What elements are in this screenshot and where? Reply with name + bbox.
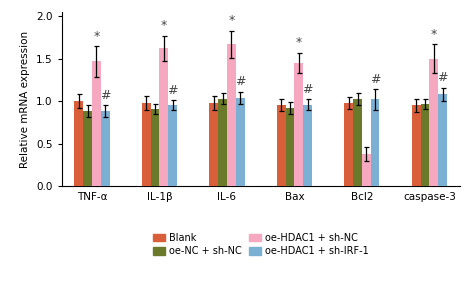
Bar xyxy=(151,109,159,186)
Bar xyxy=(236,98,245,186)
Text: #: # xyxy=(235,75,246,88)
Bar xyxy=(159,49,168,186)
Bar xyxy=(227,44,236,186)
Bar xyxy=(210,103,218,186)
Text: *: * xyxy=(431,28,437,41)
Bar xyxy=(142,103,151,186)
Bar xyxy=(371,99,380,186)
Bar xyxy=(362,154,371,186)
Y-axis label: Relative mRNA expression: Relative mRNA expression xyxy=(20,30,30,168)
Text: *: * xyxy=(296,36,302,49)
Text: *: * xyxy=(161,20,167,32)
Bar xyxy=(438,94,447,186)
Text: #: # xyxy=(167,84,178,97)
Text: #: # xyxy=(302,83,313,96)
Text: *: * xyxy=(93,30,100,43)
Bar xyxy=(92,61,101,186)
Bar xyxy=(83,111,92,186)
Bar xyxy=(168,105,177,186)
Bar xyxy=(345,103,353,186)
Bar xyxy=(101,111,109,186)
Bar xyxy=(429,59,438,186)
Bar xyxy=(412,105,420,186)
Text: #: # xyxy=(370,73,380,86)
Text: #: # xyxy=(438,71,448,84)
Bar xyxy=(277,105,286,186)
Bar xyxy=(353,99,362,186)
Text: #: # xyxy=(100,89,110,102)
Bar xyxy=(303,104,312,186)
Bar xyxy=(74,101,83,186)
Legend: Blank, oe-NC + sh-NC, oe-HDAC1 + sh-NC, oe-HDAC1 + sh-IRF-1: Blank, oe-NC + sh-NC, oe-HDAC1 + sh-NC, … xyxy=(149,229,372,260)
Text: *: * xyxy=(228,14,235,27)
Bar xyxy=(218,99,227,186)
Bar xyxy=(286,108,294,186)
Bar xyxy=(294,63,303,186)
Bar xyxy=(420,104,429,186)
